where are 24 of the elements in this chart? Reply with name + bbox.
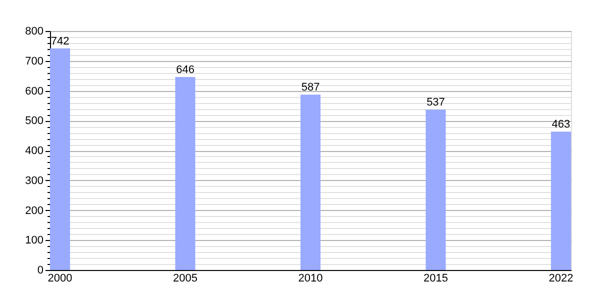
bar [426,110,446,270]
x-tick-label: 2005 [173,272,198,284]
x-tick-label: 2000 [48,272,72,284]
y-tick-label: 300 [25,174,44,187]
y-tick-label: 800 [25,26,44,38]
data-label: 463 [552,118,570,131]
data-label: 587 [301,82,320,94]
bar [50,48,70,270]
x-tick-label: 2010 [298,272,323,284]
data-label: 742 [50,35,70,48]
data-label: 646 [176,64,194,76]
y-tick-label: 700 [25,55,44,68]
y-tick-label: 500 [25,115,44,128]
data-label: 537 [426,96,445,109]
y-tick-label: 0 [37,264,44,276]
bar [300,94,321,270]
x-tick-label: 2015 [424,272,448,284]
bar [550,132,571,270]
bar [175,77,196,270]
x-tick-label: 2022 [548,272,574,284]
y-tick-label: 200 [25,204,44,217]
y-tick-label: 400 [25,145,44,157]
y-tick-label: 100 [25,234,44,247]
y-tick-label: 600 [25,85,44,98]
